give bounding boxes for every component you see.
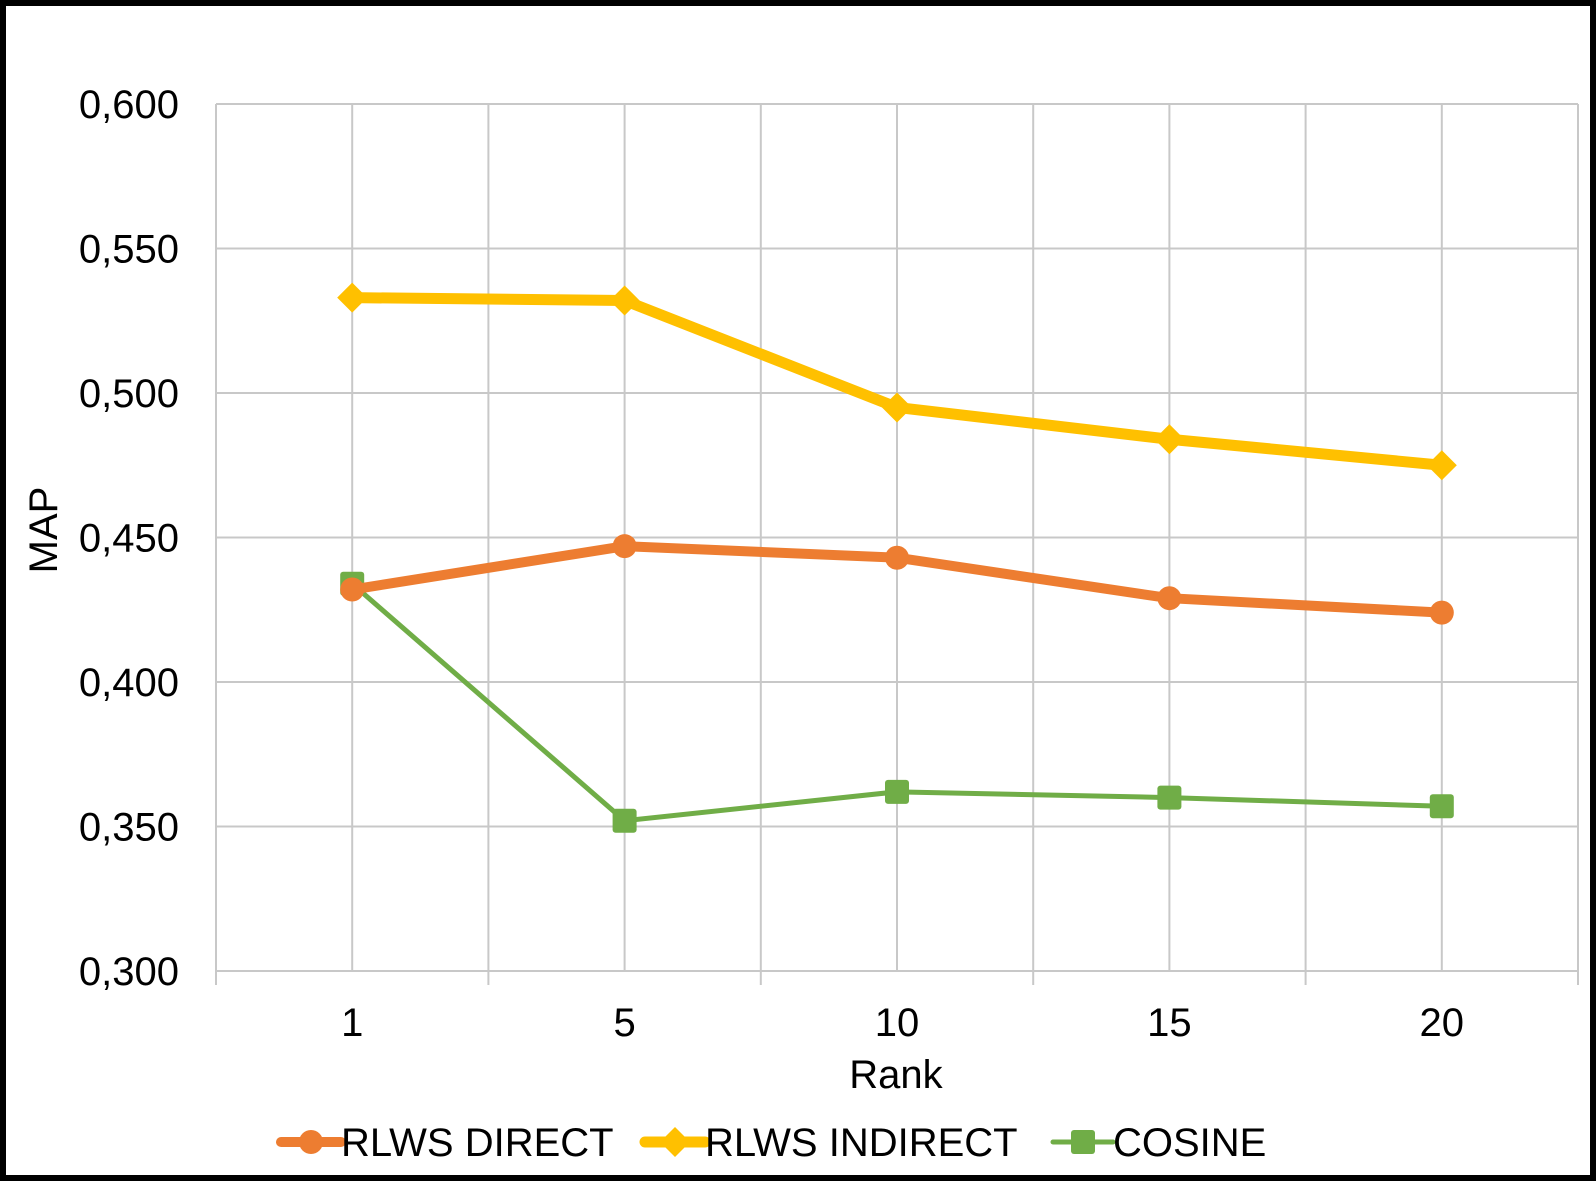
legend-item: COSINE (1050, 1121, 1266, 1165)
x-tick-label: 20 (1420, 1001, 1465, 1045)
data-point (1429, 794, 1454, 819)
data-point (609, 285, 640, 316)
y-axis-title: MAP (22, 487, 66, 574)
y-tick-label: 0,450 (79, 517, 179, 561)
data-point (1429, 600, 1454, 625)
legend: RLWS DIRECT RLWS INDIRECT COSINE (276, 1121, 1266, 1165)
data-point (1157, 586, 1182, 611)
y-tick-label: 0,400 (79, 661, 179, 705)
data-point (1154, 424, 1185, 455)
x-axis-title: Rank (849, 1053, 943, 1097)
x-tick-label: 10 (875, 1001, 920, 1045)
legend-label: COSINE (1113, 1121, 1266, 1165)
x-tick-label: 1 (341, 1001, 363, 1045)
y-tick-label: 0,350 (79, 806, 179, 850)
data-point (885, 779, 909, 804)
data-point (612, 534, 637, 559)
data-point (340, 577, 365, 602)
x-tick-label: 5 (613, 1001, 635, 1045)
data-point (612, 808, 637, 833)
y-tick-label: 0,500 (79, 372, 179, 416)
x-axis-tick-labels: 1 5 10 15 20 (341, 1001, 1464, 1045)
legend-swatch-marker (660, 1127, 690, 1157)
y-tick-label: 0,300 (79, 950, 179, 994)
legend-label: RLWS INDIRECT (705, 1121, 1018, 1165)
legend-swatch-marker (1071, 1130, 1095, 1154)
data-point (1426, 450, 1457, 481)
y-axis-tick-labels: 0,300 0,350 0,400 0,450 0,500 0,550 0,600 (79, 83, 179, 994)
y-tick-label: 0,600 (79, 83, 179, 127)
y-tick-label: 0,550 (79, 228, 179, 272)
legend-item: RLWS INDIRECT (639, 1121, 1018, 1165)
legend-swatch-marker (299, 1130, 323, 1154)
data-point (337, 282, 368, 313)
legend-label: RLWS DIRECT (341, 1121, 614, 1165)
data-point (885, 545, 909, 570)
x-tick-label: 15 (1147, 1001, 1192, 1045)
series-lines (337, 282, 1457, 833)
data-point (882, 392, 912, 423)
data-point (1157, 785, 1182, 810)
series-1 (337, 282, 1457, 481)
series-0 (340, 534, 1454, 625)
legend-item: RLWS DIRECT (276, 1121, 614, 1165)
